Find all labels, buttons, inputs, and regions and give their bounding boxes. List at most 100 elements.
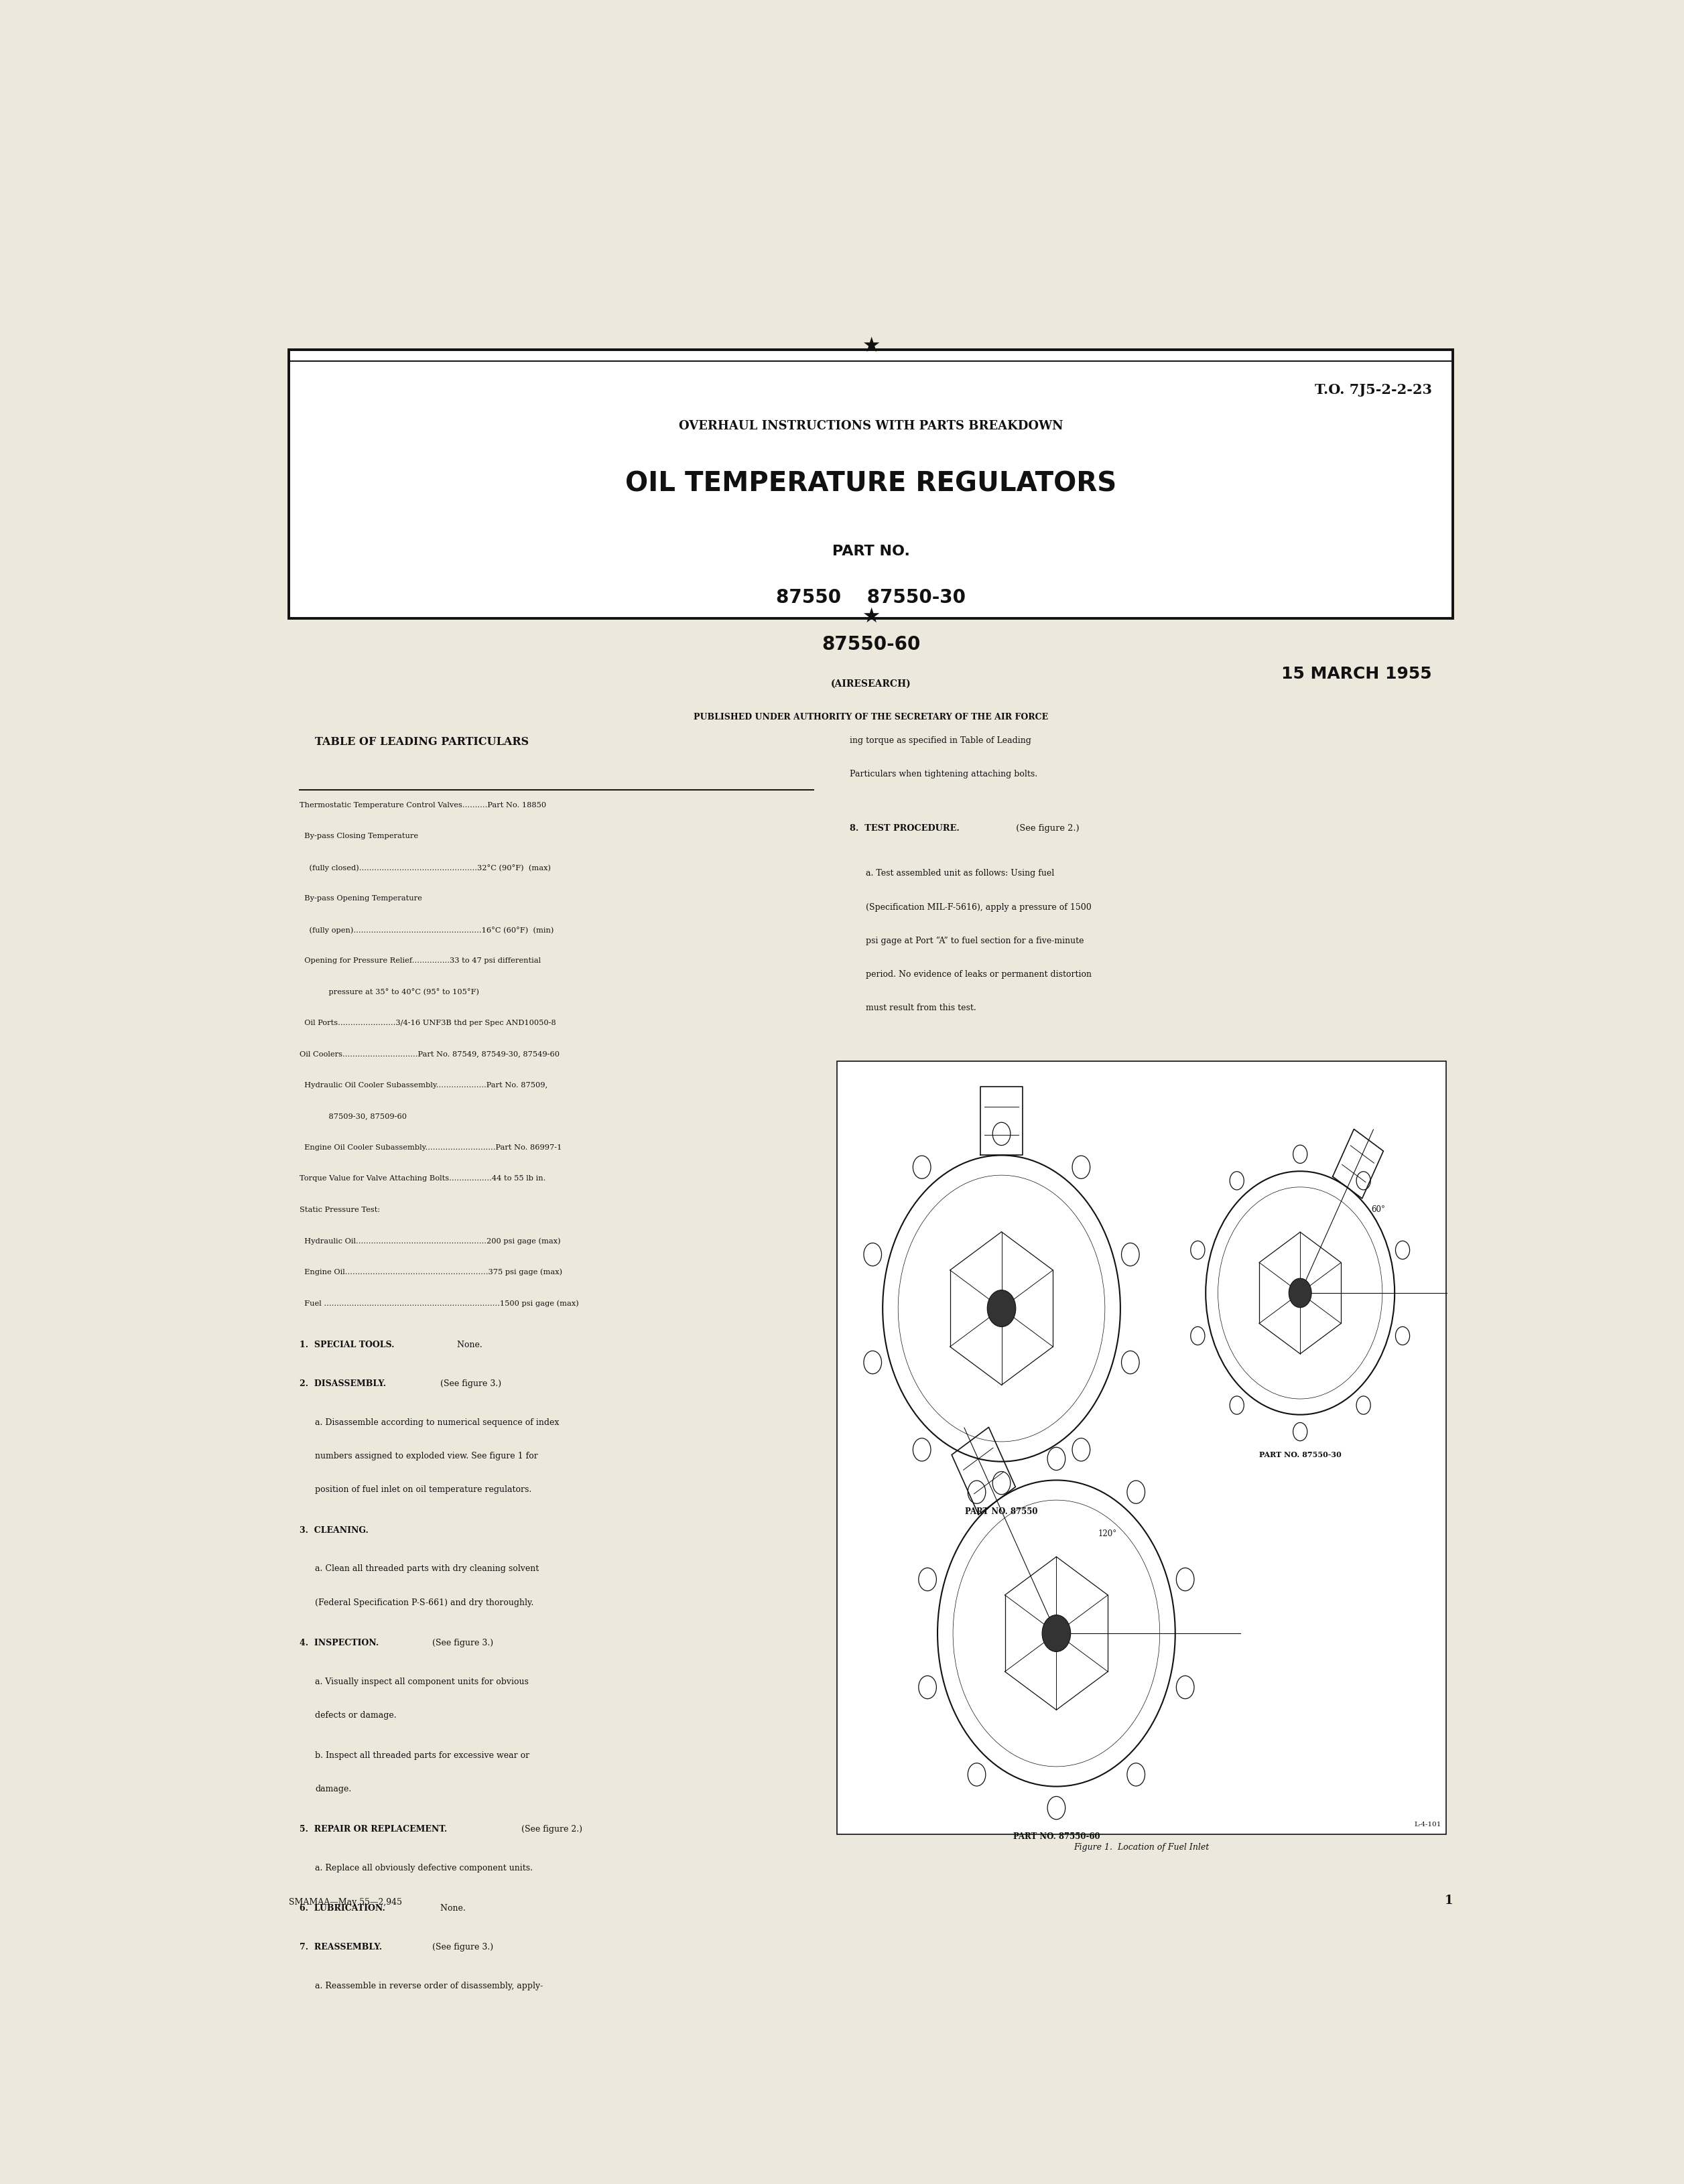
Text: (fully closed)...............................................32°C (90°F)  (max): (fully closed)..........................… [300,865,551,871]
Circle shape [987,1291,1015,1328]
Text: PART NO. 87550: PART NO. 87550 [965,1507,1037,1516]
Text: Hydraulic Oil Cooler Subassembly....................Part No. 87509,: Hydraulic Oil Cooler Subassembly........… [300,1081,547,1088]
Text: PART NO. 87550-60: PART NO. 87550-60 [1014,1832,1100,1841]
Circle shape [1229,1396,1244,1415]
Text: 1: 1 [1445,1896,1453,1907]
Circle shape [1356,1171,1371,1190]
Text: (Federal Specification P-S-661) and dry thoroughly.: (Federal Specification P-S-661) and dry … [315,1599,534,1607]
Circle shape [1122,1352,1140,1374]
Text: ★: ★ [862,607,881,627]
Text: ing torque as specified in Table of Leading: ing torque as specified in Table of Lead… [850,736,1032,745]
Text: Oil Coolers..............................Part No. 87549, 87549-30, 87549-60: Oil Coolers.............................… [300,1051,559,1057]
Text: position of fuel inlet on oil temperature regulators.: position of fuel inlet on oil temperatur… [315,1485,532,1494]
Text: 120°: 120° [1098,1529,1116,1538]
Circle shape [1047,1448,1066,1470]
Circle shape [1127,1481,1145,1503]
Circle shape [968,1481,985,1503]
Circle shape [1073,1439,1090,1461]
Text: a. Reassemble in reverse order of disassembly, apply-: a. Reassemble in reverse order of disass… [315,1981,542,1990]
Circle shape [1127,1762,1145,1787]
Circle shape [1396,1326,1410,1345]
Text: By-pass Closing Temperature: By-pass Closing Temperature [300,832,418,839]
Text: (fully open)...................................................16°C (60°F)  (min: (fully open)............................… [300,926,554,933]
Text: damage.: damage. [315,1784,352,1793]
Text: Thermostatic Temperature Control Valves..........Part No. 18850: Thermostatic Temperature Control Valves.… [300,802,546,808]
Text: a. Visually inspect all component units for obvious: a. Visually inspect all component units … [315,1677,529,1686]
Text: 15 MARCH 1955: 15 MARCH 1955 [1282,666,1431,681]
Text: L-4-101: L-4-101 [1415,1821,1442,1828]
Circle shape [968,1762,985,1787]
Text: ★: ★ [862,336,881,356]
Text: 7.  REASSEMBLY.: 7. REASSEMBLY. [300,1944,382,1952]
Text: PART NO. 87550-30: PART NO. 87550-30 [1260,1450,1340,1459]
Circle shape [864,1352,881,1374]
Text: 5.  REPAIR OR REPLACEMENT.: 5. REPAIR OR REPLACEMENT. [300,1826,446,1835]
Text: defects or damage.: defects or damage. [315,1710,396,1719]
Text: T.O. 7J5-2-2-23: T.O. 7J5-2-2-23 [1315,382,1431,397]
Text: SMAMAA—May 55—2,945: SMAMAA—May 55—2,945 [290,1898,402,1907]
Circle shape [1229,1171,1244,1190]
Text: 3.  CLEANING.: 3. CLEANING. [300,1527,369,1535]
Circle shape [1047,1797,1066,1819]
Text: Torque Value for Valve Attaching Bolts.................44 to 55 lb in.: Torque Value for Valve Attaching Bolts..… [300,1175,546,1182]
Circle shape [1191,1241,1204,1260]
Text: Engine Oil.........................................................375 psi gage : Engine Oil..............................… [300,1269,562,1275]
Text: a. Replace all obviously defective component units.: a. Replace all obviously defective compo… [315,1863,532,1872]
Text: OIL TEMPERATURE REGULATORS: OIL TEMPERATURE REGULATORS [625,470,1116,498]
Text: (See figure 3.): (See figure 3.) [428,1638,493,1647]
Text: Opening for Pressure Relief...............33 to 47 psi differential: Opening for Pressure Relief.............… [300,957,541,963]
Text: Particulars when tightening attaching bolts.: Particulars when tightening attaching bo… [850,771,1037,780]
Text: numbers assigned to exploded view. See figure 1 for: numbers assigned to exploded view. See f… [315,1452,537,1461]
Text: 87550-60: 87550-60 [822,636,919,655]
Circle shape [918,1568,936,1590]
Text: (See figure 3.): (See figure 3.) [428,1944,493,1952]
Text: Engine Oil Cooler Subassembly............................Part No. 86997-1: Engine Oil Cooler Subassembly...........… [300,1144,561,1151]
Circle shape [913,1155,931,1179]
Text: period. No evidence of leaks or permanent distortion: period. No evidence of leaks or permanen… [866,970,1091,978]
Circle shape [1073,1155,1090,1179]
Text: 87550    87550-30: 87550 87550-30 [776,587,965,607]
Text: (See figure 2.): (See figure 2.) [1010,823,1079,832]
Text: must result from this test.: must result from this test. [866,1005,977,1013]
Text: 60°: 60° [1371,1206,1384,1214]
Text: 8.  TEST PROCEDURE.: 8. TEST PROCEDURE. [850,823,960,832]
Text: Oil Ports.......................3/4-16 UNF3B thd per Spec AND10050-8: Oil Ports.......................3/4-16 U… [300,1020,556,1026]
Bar [290,349,1453,618]
Text: (Specification MIL-F-5616), apply a pressure of 1500: (Specification MIL-F-5616), apply a pres… [866,902,1091,911]
Circle shape [1288,1278,1312,1308]
Circle shape [864,1243,881,1267]
Text: Figure 1.  Location of Fuel Inlet: Figure 1. Location of Fuel Inlet [1074,1843,1209,1852]
Circle shape [1293,1144,1307,1164]
Text: (See figure 3.): (See figure 3.) [434,1380,502,1389]
Text: OVERHAUL INSTRUCTIONS WITH PARTS BREAKDOWN: OVERHAUL INSTRUCTIONS WITH PARTS BREAKDO… [679,419,1063,432]
Text: a. Test assembled unit as follows: Using fuel: a. Test assembled unit as follows: Using… [866,869,1054,878]
Circle shape [1191,1326,1204,1345]
Text: PUBLISHED UNDER AUTHORITY OF THE SECRETARY OF THE AIR FORCE: PUBLISHED UNDER AUTHORITY OF THE SECRETA… [694,712,1047,721]
Circle shape [1122,1243,1140,1267]
Circle shape [1042,1614,1071,1651]
Text: None.: None. [451,1341,482,1350]
Text: 4.  INSPECTION.: 4. INSPECTION. [300,1638,379,1647]
Circle shape [918,1675,936,1699]
Circle shape [992,1123,1010,1144]
Bar [837,1061,1447,1835]
Text: a. Disassemble according to numerical sequence of index: a. Disassemble according to numerical se… [315,1417,559,1426]
Text: pressure at 35° to 40°C (95° to 105°F): pressure at 35° to 40°C (95° to 105°F) [300,989,478,996]
Text: b. Inspect all threaded parts for excessive wear or: b. Inspect all threaded parts for excess… [315,1752,529,1760]
Circle shape [1177,1568,1194,1590]
Circle shape [913,1439,931,1461]
Circle shape [1293,1422,1307,1441]
Circle shape [992,1472,1010,1494]
Text: a. Clean all threaded parts with dry cleaning solvent: a. Clean all threaded parts with dry cle… [315,1564,539,1572]
Text: Fuel ......................................................................1500 : Fuel ...................................… [300,1299,579,1306]
Text: (AIRESEARCH): (AIRESEARCH) [830,679,911,688]
Text: 6.  LUBRICATION.: 6. LUBRICATION. [300,1904,386,1913]
Circle shape [1177,1675,1194,1699]
Text: PART NO.: PART NO. [832,544,909,557]
Text: TABLE OF LEADING PARTICULARS: TABLE OF LEADING PARTICULARS [315,736,529,747]
Text: 2.  DISASSEMBLY.: 2. DISASSEMBLY. [300,1380,386,1389]
Text: None.: None. [434,1904,466,1913]
Text: psi gage at Port “A” to fuel section for a five-minute: psi gage at Port “A” to fuel section for… [866,937,1084,946]
Text: By-pass Opening Temperature: By-pass Opening Temperature [300,895,421,902]
Text: (See figure 2.): (See figure 2.) [517,1826,583,1835]
